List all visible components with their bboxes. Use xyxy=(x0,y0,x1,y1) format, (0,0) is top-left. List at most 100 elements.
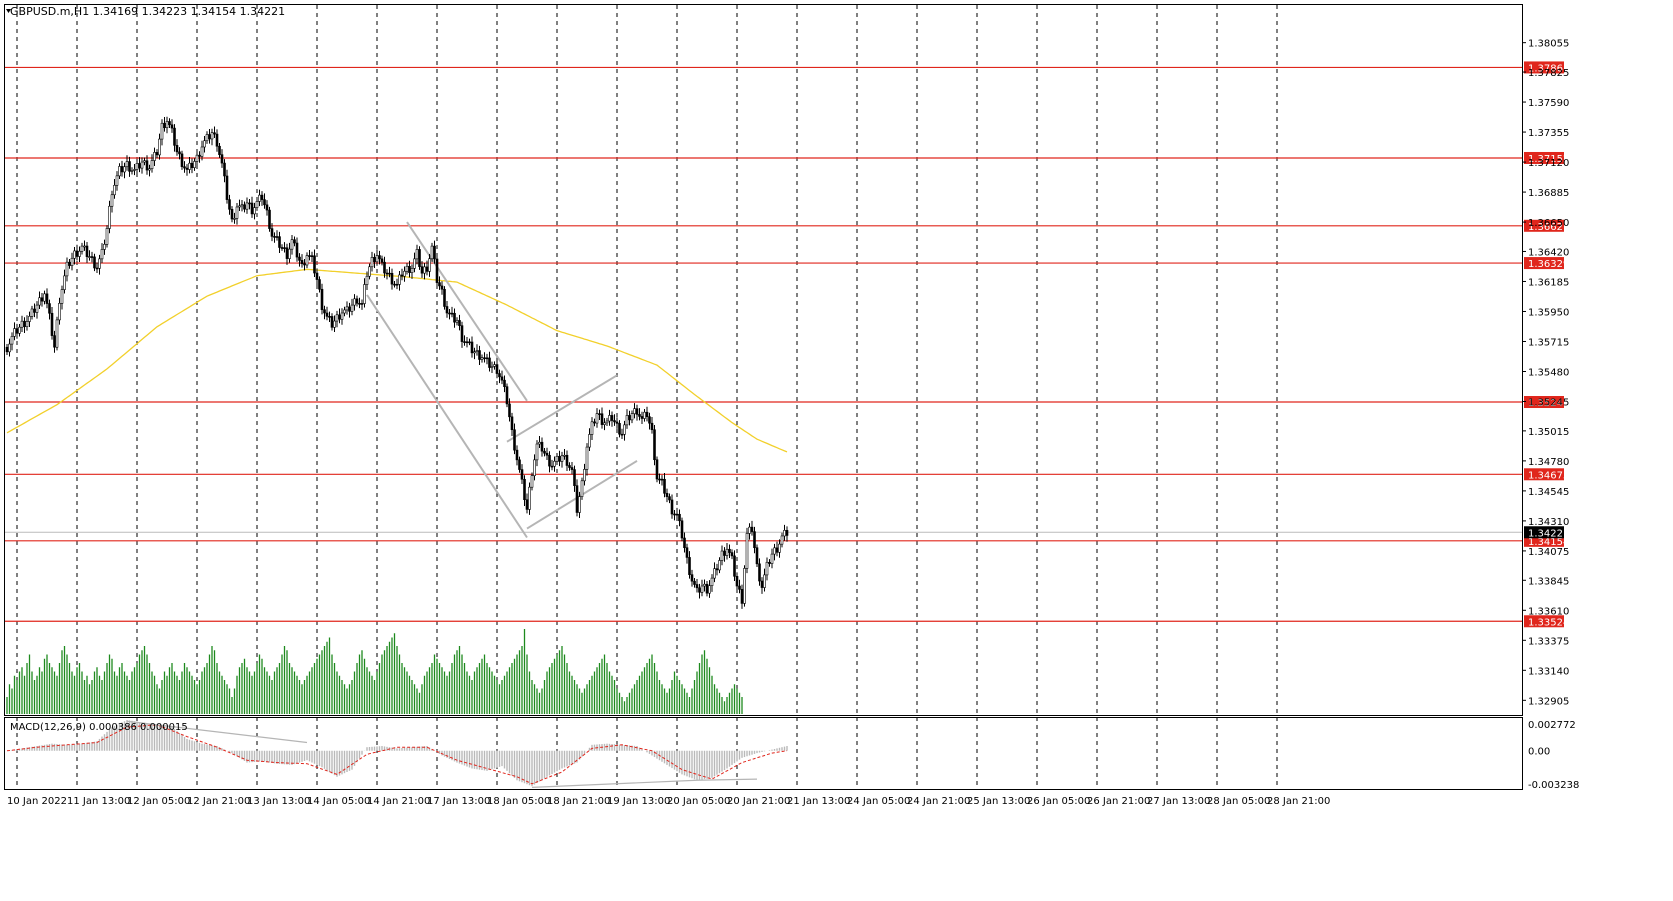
candle-body xyxy=(675,513,679,516)
candle-body xyxy=(365,275,369,285)
candle-body xyxy=(400,274,404,277)
candle-body xyxy=(348,306,351,312)
macd-tick-label: 0.002772 xyxy=(1528,720,1576,731)
candle-body xyxy=(318,279,321,290)
candle-body xyxy=(583,469,586,482)
candle-body xyxy=(230,209,234,220)
time-tick-label: 14 Jan 21:00 xyxy=(367,796,430,807)
time-tick-label: 12 Jan 05:00 xyxy=(127,796,190,807)
candle-body xyxy=(353,298,356,306)
candle-body xyxy=(758,563,761,582)
candle-body xyxy=(543,450,546,454)
candle-body xyxy=(148,168,151,171)
candle-body xyxy=(55,319,59,348)
candle-body xyxy=(765,561,769,576)
candle-body xyxy=(273,236,276,238)
candle-body xyxy=(238,205,241,208)
candle-body xyxy=(190,162,194,168)
candle-body xyxy=(443,288,446,307)
candle-body xyxy=(670,499,674,515)
candle-body xyxy=(145,160,149,171)
candle-body xyxy=(520,469,524,480)
dropdown-triangle-icon[interactable] xyxy=(6,9,11,13)
candle-body xyxy=(58,303,61,321)
candle-body xyxy=(568,465,571,468)
candle-body xyxy=(625,415,629,426)
time-tick-label: 12 Jan 21:00 xyxy=(187,796,250,807)
price-tick-label: 1.34780 xyxy=(1528,457,1569,468)
candle-body xyxy=(728,548,731,553)
candle-body xyxy=(68,261,71,266)
candle-body xyxy=(733,555,736,577)
candle-body xyxy=(500,376,504,381)
candle-body xyxy=(293,239,296,244)
candle-body xyxy=(60,289,64,304)
candle-body xyxy=(418,249,421,267)
candle-body xyxy=(330,316,334,328)
channel-line-ascending-upper xyxy=(506,374,618,443)
candle-body xyxy=(25,321,29,328)
time-tick-label: 21 Jan 13:00 xyxy=(787,796,850,807)
candle-body xyxy=(743,568,746,604)
candle-body xyxy=(388,272,391,275)
candle-body xyxy=(648,416,651,424)
candle-body xyxy=(438,282,441,287)
candle-body xyxy=(340,312,344,320)
time-tick-label: 13 Jan 13:00 xyxy=(247,796,310,807)
candle-body xyxy=(650,422,654,431)
level-label-box xyxy=(1524,151,1564,164)
candle-body xyxy=(378,255,381,260)
candle-body xyxy=(695,584,699,589)
moving-average xyxy=(6,268,788,453)
candle-body xyxy=(435,258,439,283)
candle-body xyxy=(413,258,416,269)
candle-body xyxy=(155,152,159,156)
candle-body xyxy=(308,255,311,257)
candle-body xyxy=(775,547,779,553)
candle-body xyxy=(53,335,56,348)
candle-body xyxy=(710,577,714,586)
price-tick-label: 1.32905 xyxy=(1528,696,1569,707)
macd-pane-frame xyxy=(4,717,1523,790)
candle-body xyxy=(613,420,616,423)
candle-body xyxy=(120,166,124,173)
level-label: 1.36329 xyxy=(1528,259,1569,270)
candle-body xyxy=(718,560,721,571)
candle-body xyxy=(525,499,529,510)
candle-body xyxy=(428,258,431,272)
candle-body xyxy=(393,283,396,286)
time-tick-label: 26 Jan 21:00 xyxy=(1087,796,1150,807)
candle-body xyxy=(98,258,101,269)
candle-body xyxy=(645,411,649,417)
price-tick-label: 1.33140 xyxy=(1528,666,1569,677)
candle-body xyxy=(310,255,314,257)
candle-body xyxy=(610,415,614,421)
candle-body xyxy=(653,429,656,461)
candle-body xyxy=(123,166,126,173)
candle-body xyxy=(588,434,591,448)
candle-body xyxy=(135,163,139,170)
candle-body xyxy=(245,202,249,210)
candle-body xyxy=(78,250,81,257)
candle-body xyxy=(715,568,719,571)
candle-body xyxy=(380,258,384,263)
candle-body xyxy=(30,308,34,317)
candle-body xyxy=(35,304,39,313)
candle-body xyxy=(338,314,341,320)
level-label-box xyxy=(1524,219,1564,232)
candle-body xyxy=(208,134,211,140)
price-tick-label: 1.37355 xyxy=(1528,128,1569,139)
candle-body xyxy=(453,312,456,323)
price-tick-label: 1.36885 xyxy=(1528,188,1569,199)
candle-body xyxy=(223,162,226,177)
candle-body xyxy=(363,284,366,304)
candle-body xyxy=(748,526,751,534)
price-pane-frame xyxy=(4,4,1523,716)
candle-body xyxy=(368,266,371,277)
candle-body xyxy=(630,413,634,421)
level-label: 1.36621 xyxy=(1528,222,1569,233)
price-tick-label: 1.34310 xyxy=(1528,517,1569,528)
